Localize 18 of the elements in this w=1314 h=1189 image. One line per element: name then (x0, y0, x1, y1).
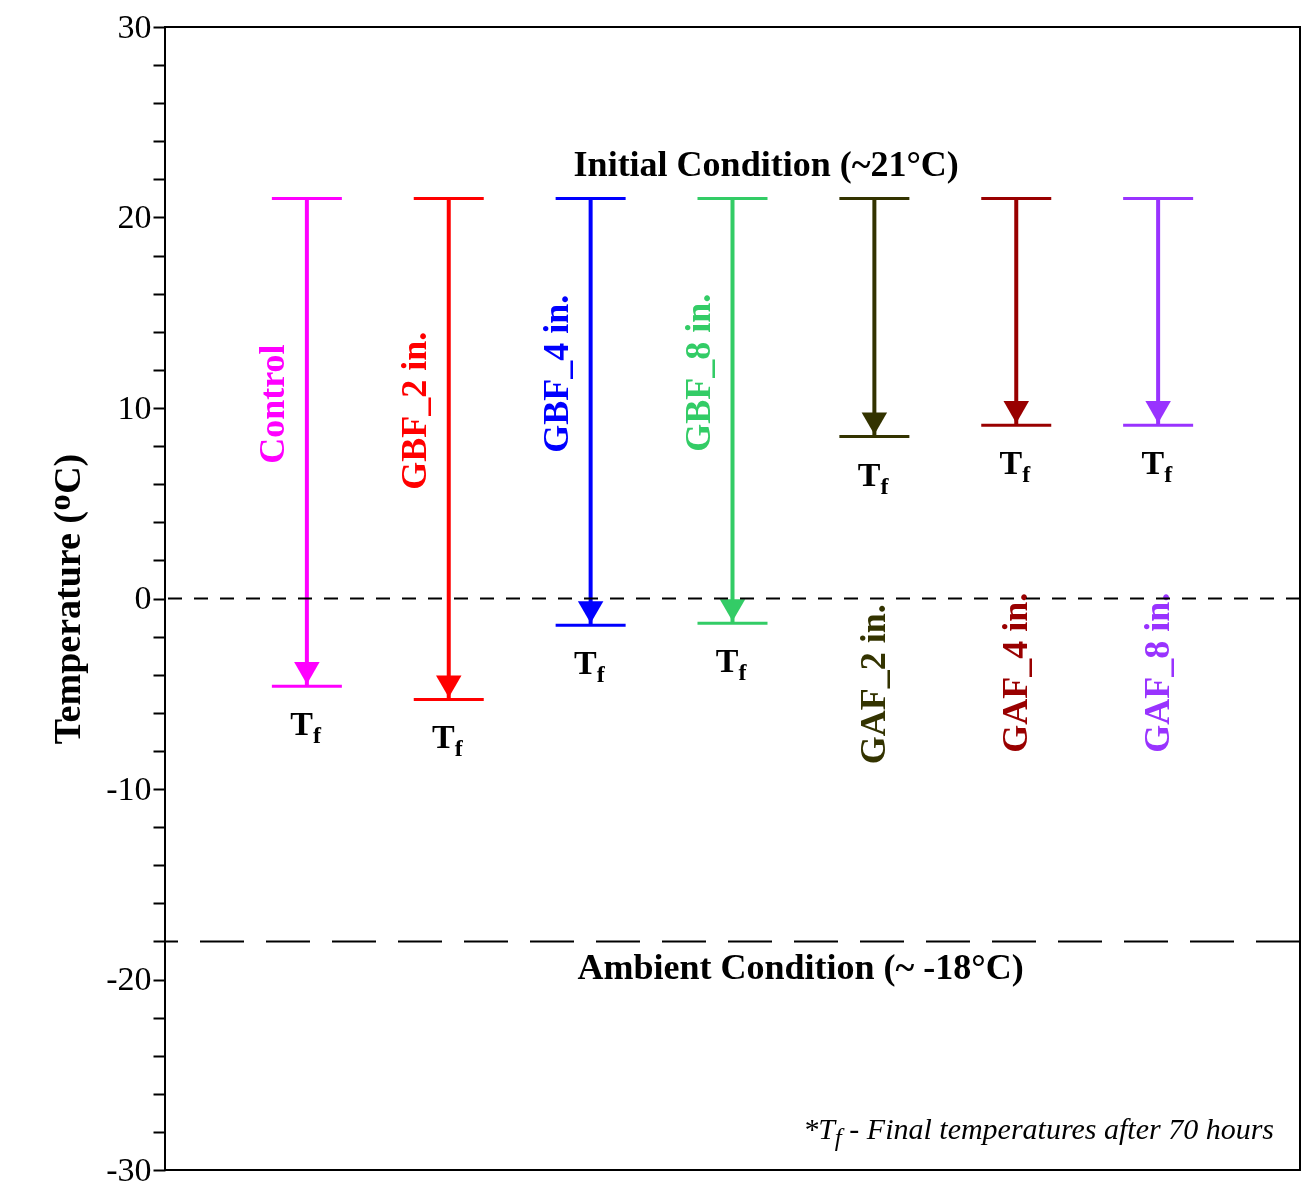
x-tick-label: GBF_4 in. (535, 294, 576, 453)
x-tick-label: GAF_8 in. (1137, 592, 1178, 753)
y-tick-label: 20 (117, 198, 152, 235)
annotation: Initial Condition (~21°C) (573, 143, 959, 186)
y-tick-label: -10 (106, 769, 152, 807)
annotation: *T$_{f}$ - Final temperatures after 70 hours (803, 1112, 1274, 1152)
x-tick-label: Control (251, 344, 292, 464)
x-tick-label: GBF_2 in. (393, 331, 434, 490)
y-tick-label: 0 (134, 579, 152, 616)
ref-line-label: Ambient Condition (~ -18°C) (577, 947, 1024, 988)
x-tick-label: GAF_2 in. (853, 604, 894, 765)
y-tick-label: -20 (106, 960, 152, 997)
y-tick-label: 10 (117, 388, 152, 426)
y-tick-label: -30 (106, 1150, 152, 1188)
x-tick-label: GAF_4 in. (995, 592, 1036, 753)
x-tick-label: GBF_8 in. (677, 293, 718, 452)
y-tick-label: 30 (117, 7, 152, 45)
y-axis-title: Temperature (ᴼC) (46, 453, 90, 745)
